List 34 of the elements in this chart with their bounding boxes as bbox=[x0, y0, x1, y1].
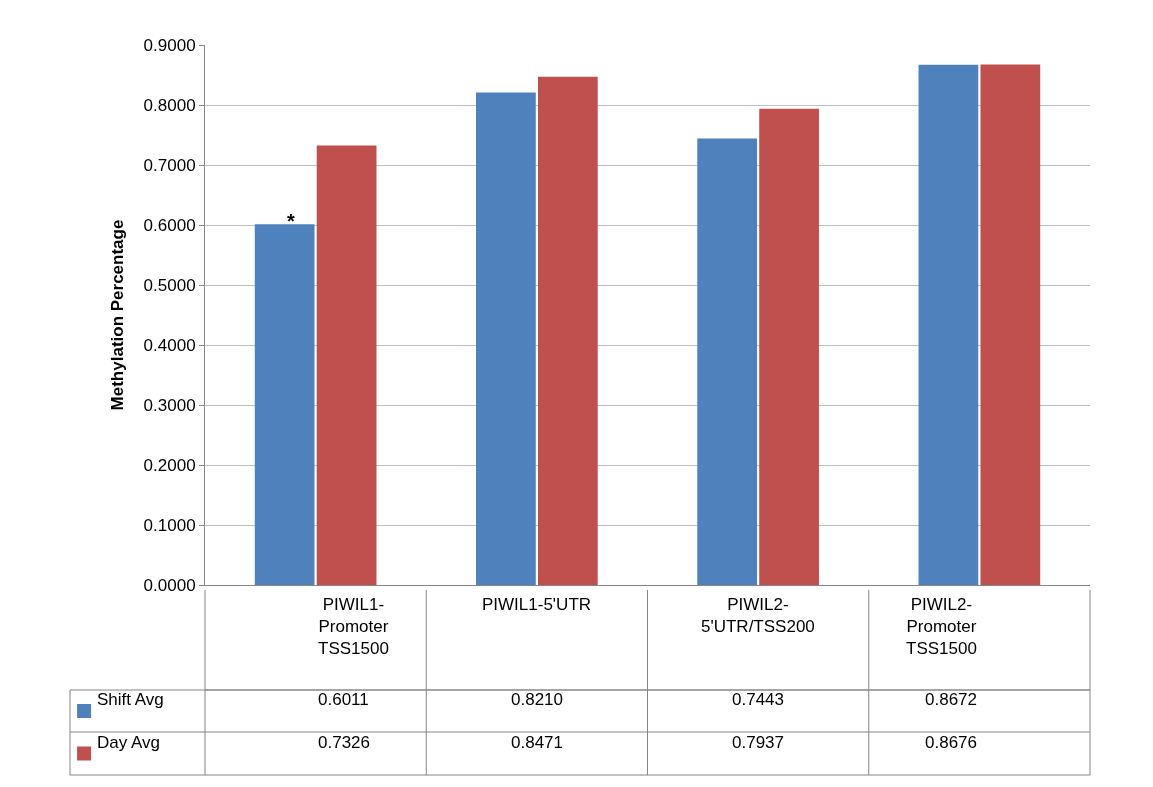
y-tick-label: 0.2000 bbox=[143, 455, 196, 475]
x-tick-label: PIWIL2- 5'UTR/TSS200 bbox=[701, 595, 815, 637]
legend-label: Shift Avg bbox=[97, 690, 164, 709]
y-tick-label: 0.7000 bbox=[143, 155, 196, 175]
text: 0.7326 bbox=[318, 733, 370, 752]
x-tick-label: PIWIL1-5'UTR bbox=[482, 595, 592, 614]
bar bbox=[254, 224, 315, 585]
bar bbox=[918, 64, 979, 585]
bar bbox=[759, 108, 819, 585]
y-axis-title: Methylation Percentage bbox=[108, 219, 128, 411]
y-tick-label: 0.6000 bbox=[143, 215, 196, 235]
text: 0.7443 bbox=[732, 690, 784, 709]
x-tick-label: PIWIL2- Promoter TSS1500 bbox=[906, 595, 977, 659]
annotation: * bbox=[287, 210, 295, 232]
bar bbox=[697, 138, 758, 585]
y-tick-label: 0.8000 bbox=[143, 95, 196, 115]
y-tick-label: 0.5000 bbox=[143, 275, 196, 295]
bar bbox=[316, 145, 377, 585]
y-tick-label: 0.9000 bbox=[143, 35, 196, 55]
y-tick-label: 0.4000 bbox=[143, 335, 196, 355]
legend-label: Day Avg bbox=[97, 733, 161, 752]
bar bbox=[537, 76, 598, 585]
bar bbox=[980, 64, 1041, 585]
y-tick-label: 0.1000 bbox=[143, 515, 196, 535]
bar bbox=[476, 92, 536, 585]
text: 0.6011 bbox=[318, 690, 369, 709]
text: 0.7937 bbox=[732, 733, 784, 752]
y-tick-label: 0.3000 bbox=[143, 395, 196, 415]
text: 0.8210 bbox=[511, 690, 563, 709]
y-tick-label: 0.0000 bbox=[143, 575, 196, 595]
x-tick-label: PIWIL1- Promoter TSS1500 bbox=[318, 595, 389, 659]
text: 0.8676 bbox=[925, 733, 977, 752]
text: 0.8471 bbox=[511, 733, 563, 752]
text: 0.8672 bbox=[925, 690, 977, 709]
